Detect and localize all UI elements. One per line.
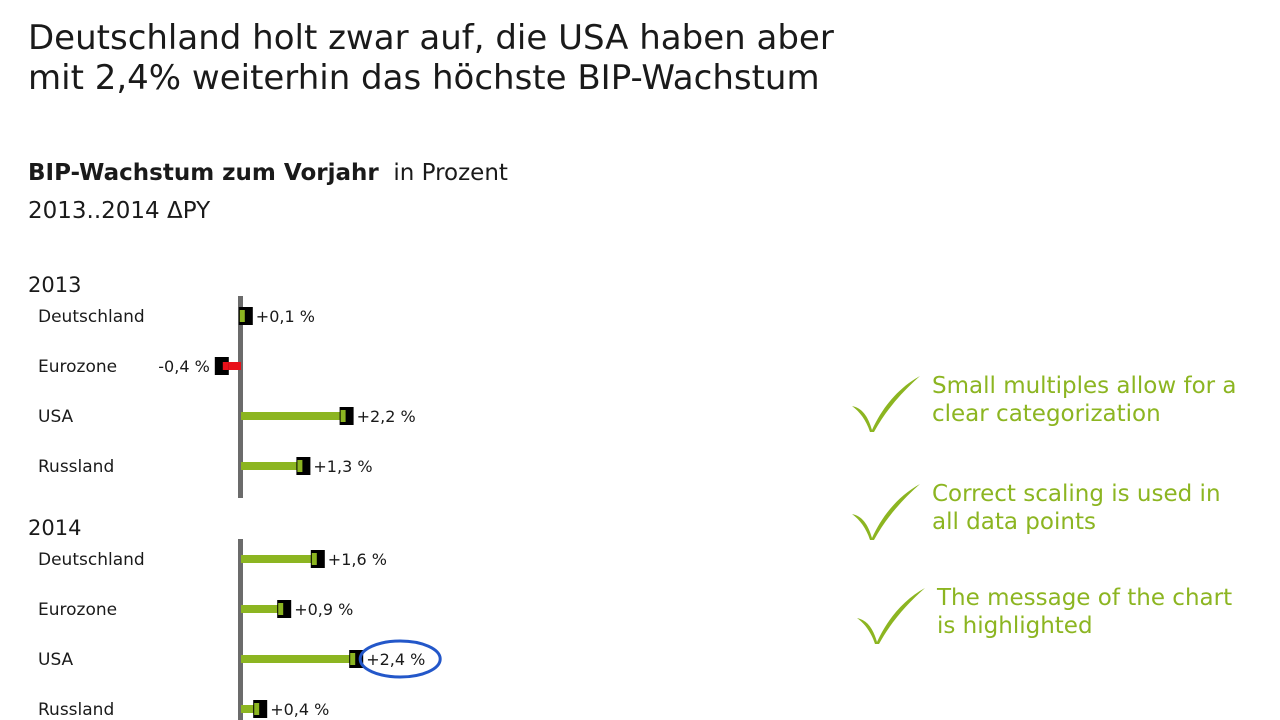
- category-label: Deutschland: [38, 307, 145, 327]
- category-label: Russland: [38, 700, 114, 720]
- bar-end-marker: [214, 357, 229, 375]
- headline-line-2: mit 2,4% weiterhin das höchste BIP-Wachs…: [28, 58, 820, 98]
- bar: [241, 412, 347, 420]
- highlight-ring: [358, 639, 442, 679]
- bar-end-marker-notch: [311, 553, 317, 565]
- checkmark-icon: [852, 376, 920, 432]
- note-1-line-2: clear categorization: [932, 401, 1161, 427]
- bar: [241, 555, 318, 563]
- baseline-axis: [238, 296, 243, 498]
- bar-end-marker-notch: [239, 310, 245, 322]
- checkmark-icon: [852, 484, 920, 540]
- data-label: +2,4 %: [366, 650, 425, 669]
- note-2: Correct scaling is used in all data poin…: [850, 480, 1221, 542]
- baseline-axis: [238, 539, 243, 720]
- subtitle-measure: BIP-Wachstum zum Vorjahr: [28, 160, 379, 186]
- bar: [241, 462, 304, 470]
- data-label: +0,1 %: [256, 307, 315, 326]
- category-label: Deutschland: [38, 550, 145, 570]
- note-3-line-1: The message of the chart: [937, 585, 1233, 611]
- data-label: +1,6 %: [328, 550, 387, 569]
- category-label: Russland: [38, 457, 114, 477]
- data-label: -0,4 %: [158, 357, 210, 376]
- bar-end-marker-notch: [222, 362, 229, 370]
- note-3: The message of the chart is highlighted: [855, 584, 1232, 646]
- chart-subtitle: BIP-Wachstum zum Vorjahr in Prozent: [28, 160, 508, 186]
- category-label: USA: [38, 407, 74, 427]
- note-1-text: Small multiples allow for a clear catego…: [932, 372, 1237, 428]
- note-2-line-1: Correct scaling is used in: [932, 481, 1221, 507]
- headline: Deutschland holt zwar auf, die USA haben…: [28, 18, 834, 98]
- note-1-line-1: Small multiples allow for a: [932, 373, 1237, 399]
- bar-end-marker-notch: [350, 653, 356, 665]
- bar-end-marker-notch: [278, 603, 284, 615]
- panel-title-2013: 2013: [28, 273, 81, 297]
- checkmark-icon: [857, 588, 925, 644]
- category-label: Eurozone: [38, 600, 117, 620]
- note-3-line-2: is highlighted: [937, 613, 1093, 639]
- category-label: USA: [38, 650, 74, 670]
- subtitle-unit: in Prozent: [393, 160, 508, 186]
- headline-line-1: Deutschland holt zwar auf, die USA haben…: [28, 18, 834, 58]
- category-label: Eurozone: [38, 357, 117, 377]
- note-2-line-2: all data points: [932, 509, 1096, 535]
- data-label: +0,4 %: [270, 700, 329, 719]
- bar: [241, 705, 261, 713]
- panel-title-2014: 2014: [28, 516, 81, 540]
- note-3-text: The message of the chart is highlighted: [937, 584, 1232, 640]
- note-2-text: Correct scaling is used in all data poin…: [932, 480, 1221, 536]
- bar: [241, 655, 357, 663]
- data-label: +1,3 %: [313, 457, 372, 476]
- data-label: +0,9 %: [294, 600, 353, 619]
- note-1: Small multiples allow for a clear catego…: [850, 372, 1237, 434]
- bar: [221, 362, 241, 370]
- bar-end-marker-notch: [254, 703, 260, 715]
- bar: [241, 605, 285, 613]
- bar-end-marker-notch: [340, 410, 346, 422]
- bar-end-marker-notch: [297, 460, 303, 472]
- period-label: 2013..2014 ΔPY: [28, 198, 211, 224]
- data-label: +2,2 %: [357, 407, 416, 426]
- bar-chart-small-multiples: 2013 Deutschland +0,1 % Eurozone -0,4 % USA +2…: [28, 273, 442, 720]
